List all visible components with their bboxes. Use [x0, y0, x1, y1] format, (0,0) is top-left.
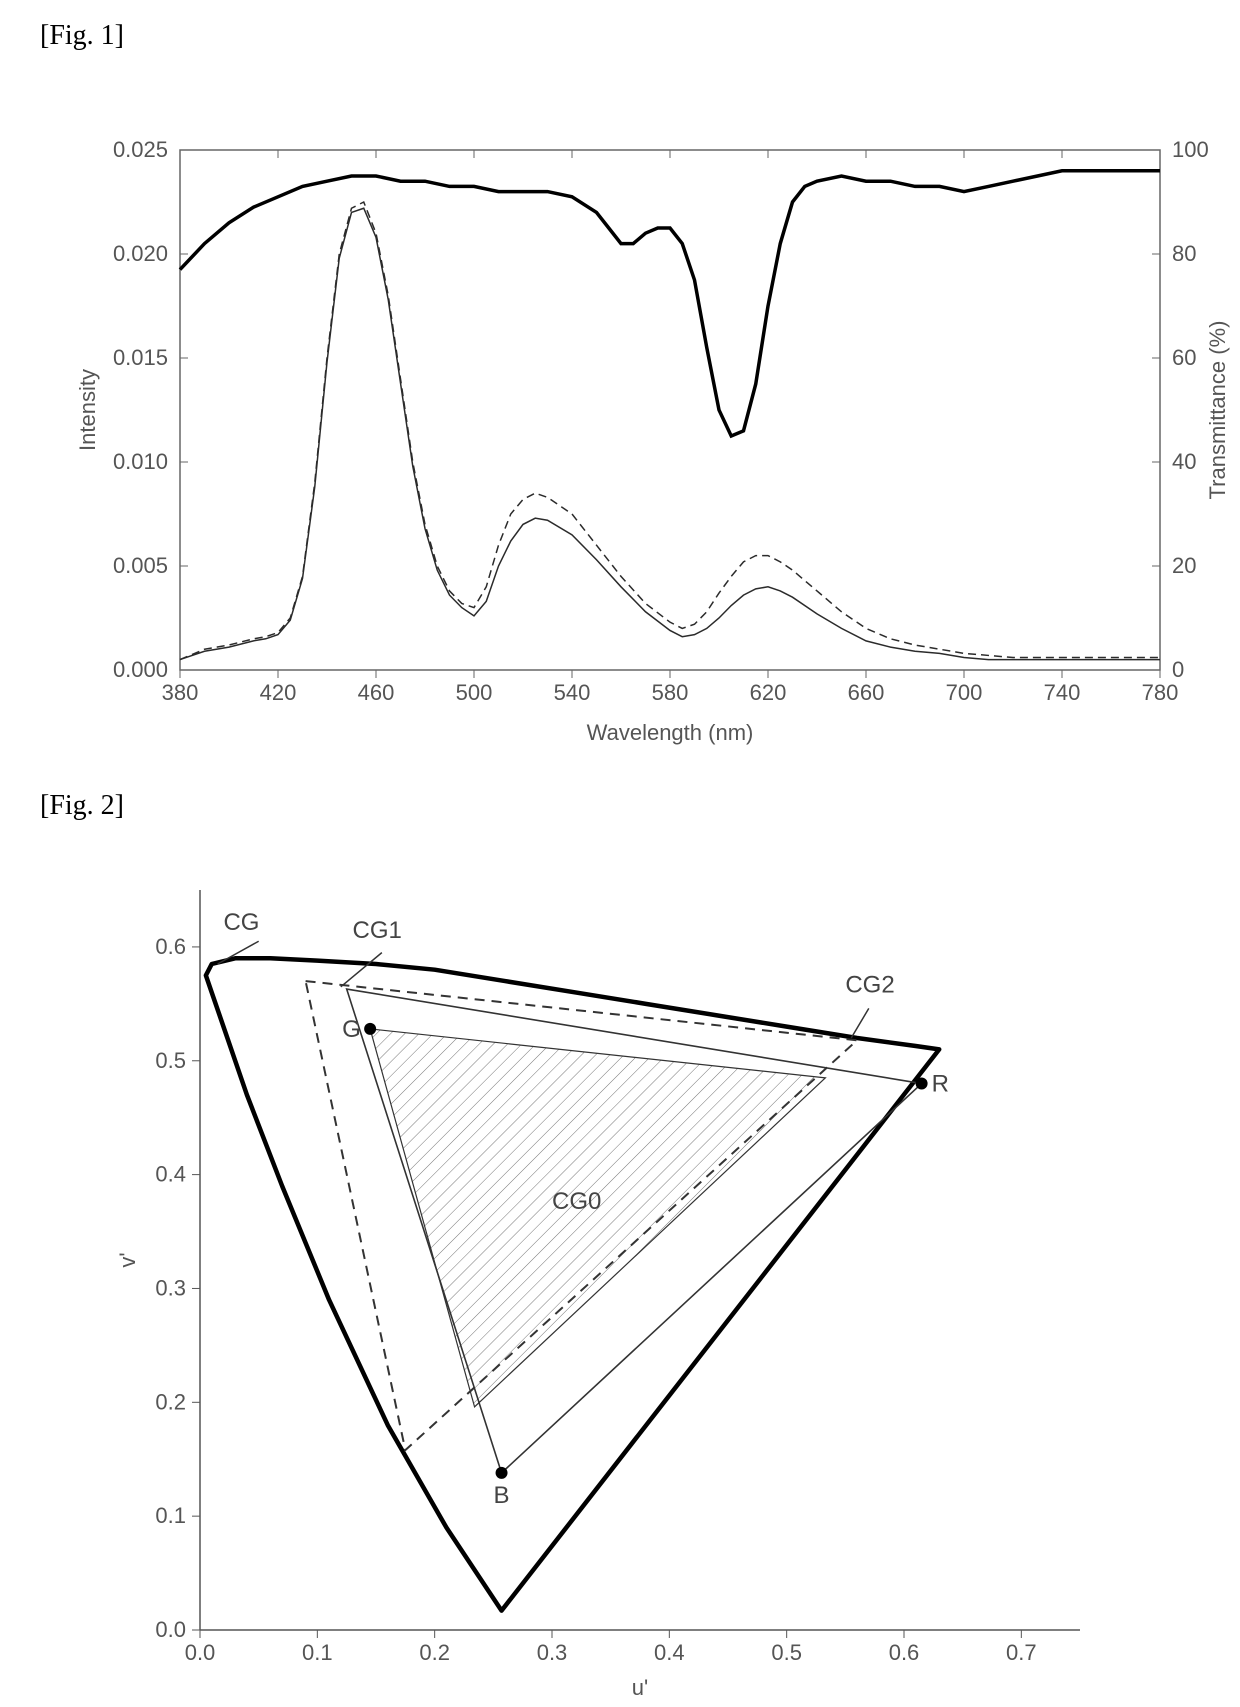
fig2-label: [Fig. 2] — [40, 790, 124, 822]
svg-text:100: 100 — [1172, 137, 1209, 162]
svg-text:0.3: 0.3 — [155, 1275, 186, 1300]
cg0-triangle — [370, 1029, 825, 1407]
svg-text:0.000: 0.000 — [113, 657, 168, 682]
leader-line — [341, 953, 382, 987]
svg-text:40: 40 — [1172, 449, 1196, 474]
fig1-label: [Fig. 1] — [40, 20, 124, 52]
svg-text:0.0: 0.0 — [185, 1640, 216, 1665]
svg-text:Wavelength (nm): Wavelength (nm) — [587, 720, 754, 745]
svg-text:0.005: 0.005 — [113, 553, 168, 578]
svg-text:0.5: 0.5 — [771, 1640, 802, 1665]
svg-text:Intensity: Intensity — [75, 369, 100, 451]
svg-text:0.6: 0.6 — [155, 934, 186, 959]
svg-text:740: 740 — [1044, 680, 1081, 705]
svg-text:540: 540 — [554, 680, 591, 705]
svg-text:0: 0 — [1172, 657, 1184, 682]
svg-text:580: 580 — [652, 680, 689, 705]
svg-text:0.020: 0.020 — [113, 241, 168, 266]
svg-text:0.015: 0.015 — [113, 345, 168, 370]
label-CG: CG — [223, 909, 259, 936]
leader-line — [218, 941, 259, 964]
svg-text:0.2: 0.2 — [155, 1389, 186, 1414]
svg-text:v': v' — [115, 1252, 140, 1267]
svg-text:0.010: 0.010 — [113, 449, 168, 474]
svg-text:0.4: 0.4 — [654, 1640, 685, 1665]
svg-text:0.6: 0.6 — [889, 1640, 920, 1665]
label-CG2: CG2 — [845, 971, 894, 998]
svg-text:u': u' — [632, 1675, 648, 1700]
svg-text:500: 500 — [456, 680, 493, 705]
svg-text:700: 700 — [946, 680, 983, 705]
svg-text:460: 460 — [358, 680, 395, 705]
fig1-chart: 380 420 460 500 540 580 620 660 700 740 780 0.000 0.… — [0, 60, 1240, 780]
svg-text:380: 380 — [162, 680, 199, 705]
svg-text:0.0: 0.0 — [155, 1617, 186, 1642]
intensity-dashed-curve — [180, 202, 1160, 660]
intensity-solid-curve — [180, 208, 1160, 659]
svg-text:620: 620 — [750, 680, 787, 705]
svg-text:G: G — [342, 1016, 361, 1043]
svg-text:0.1: 0.1 — [155, 1503, 186, 1528]
svg-text:0.025: 0.025 — [113, 137, 168, 162]
fig2-chart: 0.0 0.1 0.2 0.3 0.4 0.5 0.6 0.7 0.0 0.1 0.2 0.3 0.4 0… — [0, 830, 1240, 1700]
svg-text:0.2: 0.2 — [419, 1640, 450, 1665]
svg-text:R: R — [932, 1071, 949, 1098]
label-CG1: CG1 — [353, 917, 402, 944]
point-G — [364, 1023, 376, 1035]
point-B — [496, 1467, 508, 1479]
svg-text:20: 20 — [1172, 553, 1196, 578]
svg-text:420: 420 — [260, 680, 297, 705]
svg-text:B: B — [494, 1482, 510, 1509]
svg-text:0.1: 0.1 — [302, 1640, 333, 1665]
svg-text:0.7: 0.7 — [1006, 1640, 1037, 1665]
svg-text:660: 660 — [848, 680, 885, 705]
svg-text:80: 80 — [1172, 241, 1196, 266]
svg-text:60: 60 — [1172, 345, 1196, 370]
svg-text:Transmittance (%): Transmittance (%) — [1205, 321, 1230, 500]
svg-text:0.4: 0.4 — [155, 1162, 186, 1187]
svg-text:0.3: 0.3 — [537, 1640, 568, 1665]
svg-text:780: 780 — [1142, 680, 1179, 705]
leader-line — [851, 1008, 869, 1038]
label-CG0: CG0 — [552, 1188, 601, 1215]
svg-text:0.5: 0.5 — [155, 1048, 186, 1073]
transmittance-curve — [180, 171, 1160, 436]
point-R — [916, 1078, 928, 1090]
